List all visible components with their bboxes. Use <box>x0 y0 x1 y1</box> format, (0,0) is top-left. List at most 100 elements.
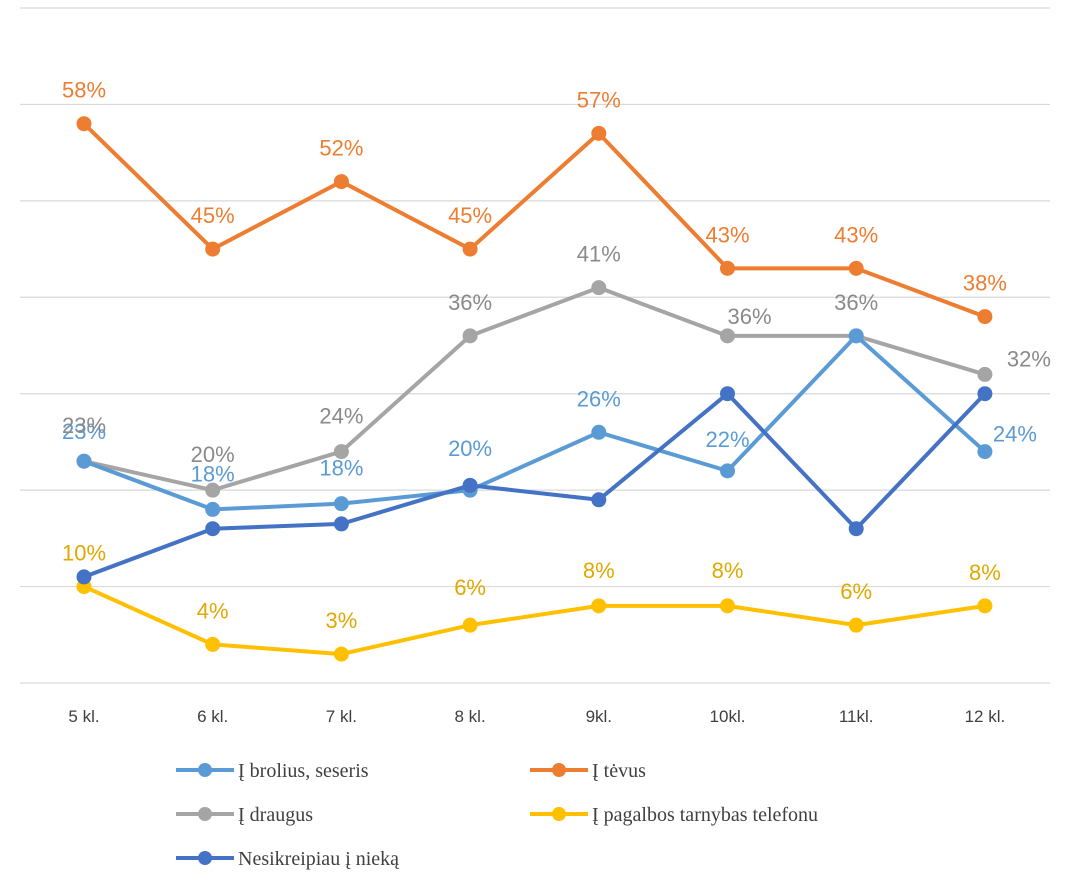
data-point <box>333 496 349 512</box>
data-point <box>76 453 92 469</box>
x-tick-label: 11kl. <box>839 707 874 726</box>
data-label: 43% <box>705 222 749 247</box>
legend: Į brolius, seseris Į tėvus Į draugus Į paga… <box>176 760 818 870</box>
legend-label: Nesikreipiau į nieką <box>238 848 400 870</box>
data-label: 22% <box>705 427 749 452</box>
series-path <box>83 333 987 512</box>
data-point <box>462 241 478 257</box>
series-line <box>76 579 993 662</box>
legend-swatch-marker <box>552 807 566 821</box>
data-label: 6% <box>840 579 872 604</box>
series-path <box>83 391 987 579</box>
legend-label: Į tėvus <box>592 760 646 782</box>
data-point <box>333 174 349 190</box>
data-point <box>462 617 478 633</box>
data-point <box>591 492 607 508</box>
x-tick-label: 8 kl. <box>455 707 486 726</box>
data-label: 24% <box>993 422 1037 447</box>
data-label: 43% <box>834 222 878 247</box>
x-tick-label: 5 kl. <box>68 707 99 726</box>
legend-item: Į draugus <box>176 804 313 826</box>
data-point <box>591 424 607 440</box>
series <box>76 116 993 662</box>
data-point <box>848 260 864 276</box>
data-point <box>720 463 735 479</box>
series-path <box>83 584 986 657</box>
data-label: 36% <box>727 304 771 329</box>
data-point <box>333 646 349 662</box>
data-label: 8% <box>969 560 1001 585</box>
data-label: 45% <box>448 203 492 228</box>
data-point <box>205 636 221 652</box>
data-label: 18% <box>191 461 235 486</box>
data-label: 18% <box>319 456 363 481</box>
series-line <box>76 116 993 325</box>
data-point <box>977 366 993 382</box>
x-tick-label: 6 kl. <box>197 707 228 726</box>
data-point <box>977 386 993 402</box>
series-line <box>76 386 993 585</box>
data-point <box>205 482 221 498</box>
series-path <box>83 285 986 493</box>
data-label: 45% <box>191 203 235 228</box>
data-point <box>720 260 735 276</box>
data-label: 41% <box>577 242 621 267</box>
data-point <box>462 328 478 344</box>
data-label: 20% <box>448 436 492 461</box>
data-label: 26% <box>577 386 621 411</box>
legend-item: Į brolius, seseris <box>176 760 369 782</box>
legend-swatch-marker <box>198 807 212 821</box>
data-label: 23% <box>62 413 106 438</box>
legend-label: Į pagalbos tarnybas telefonu <box>592 804 818 826</box>
x-tick-label: 9kl. <box>586 707 612 726</box>
data-point <box>76 569 92 585</box>
x-tick-label: 10kl. <box>710 707 746 726</box>
data-point <box>720 598 735 614</box>
legend-label: Į brolius, seseris <box>238 760 369 782</box>
data-point <box>977 444 993 460</box>
data-label: 32% <box>1007 346 1051 371</box>
data-point <box>333 444 349 460</box>
data-label: 10% <box>62 541 106 566</box>
legend-swatch-marker <box>198 851 212 865</box>
data-label: 24% <box>319 404 363 429</box>
gridlines <box>20 7 1050 684</box>
legend-swatch-marker <box>198 763 212 777</box>
data-point <box>76 116 92 132</box>
data-point <box>205 521 221 537</box>
x-axis: 5 kl. 6 kl. 7 kl. 8 kl. 9kl. 10kl. 11kl. 12 kl. <box>68 707 1005 726</box>
data-point <box>462 477 478 493</box>
data-label: 58% <box>62 78 106 103</box>
data-point <box>977 598 993 614</box>
data-label: 38% <box>963 271 1007 296</box>
data-label: 57% <box>577 87 621 112</box>
data-label: 8% <box>583 558 615 583</box>
data-label: 4% <box>197 598 229 623</box>
data-point <box>720 328 735 344</box>
data-point <box>977 309 993 325</box>
data-point <box>591 125 607 141</box>
data-label: 36% <box>834 290 878 315</box>
data-label: 36% <box>448 290 492 315</box>
data-label: 23% <box>62 419 106 444</box>
legend-item: Į tėvus <box>530 760 646 782</box>
data-point <box>848 617 864 633</box>
data-labels: 23% 18% 18% 20% 26% 22% 24% 58% 45% 52% 45% 57% 43% 4… <box>62 78 1051 633</box>
data-point <box>848 521 864 537</box>
legend-item: Nesikreipiau į nieką <box>176 848 400 870</box>
data-point <box>591 598 607 614</box>
data-point <box>720 386 735 402</box>
data-label: 6% <box>454 575 486 600</box>
data-point <box>205 501 221 517</box>
data-point <box>205 241 221 257</box>
legend-item: Į pagalbos tarnybas telefonu <box>530 804 818 826</box>
legend-label: Į draugus <box>238 804 313 826</box>
series-path <box>82 122 986 319</box>
series-line <box>76 280 993 498</box>
x-tick-label: 7 kl. <box>326 707 357 726</box>
legend-swatch-marker <box>552 763 566 777</box>
x-tick-label: 12 kl. <box>965 707 1006 726</box>
data-label: 3% <box>326 608 358 633</box>
data-label: 52% <box>319 136 363 161</box>
